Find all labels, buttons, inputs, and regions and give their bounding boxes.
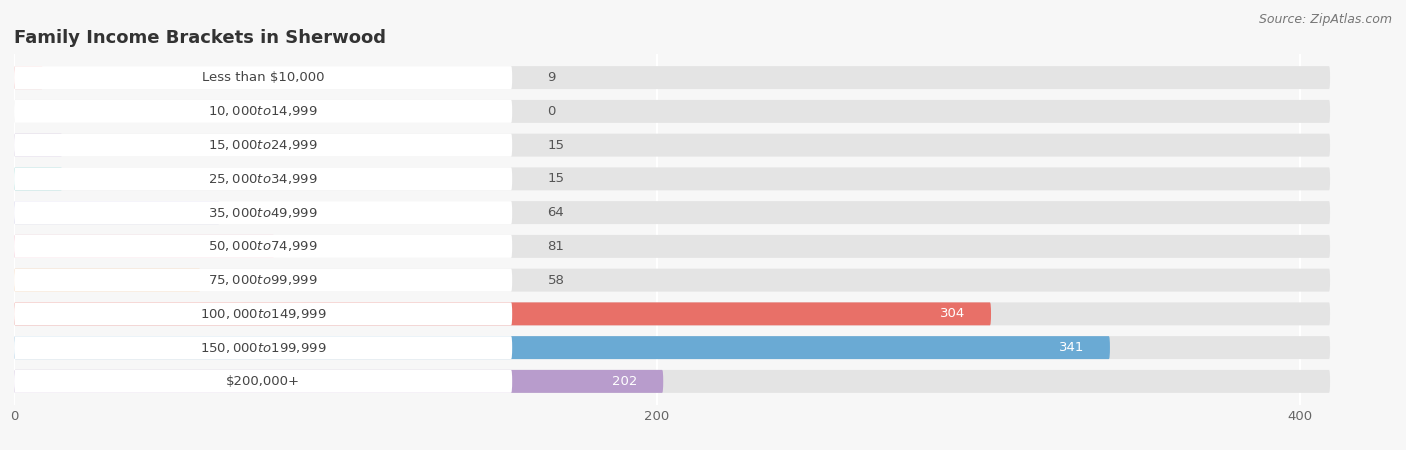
FancyBboxPatch shape xyxy=(14,302,1330,325)
FancyBboxPatch shape xyxy=(14,370,664,393)
FancyBboxPatch shape xyxy=(14,370,1330,393)
Text: 304: 304 xyxy=(941,307,966,320)
Text: 341: 341 xyxy=(1059,341,1084,354)
Text: 202: 202 xyxy=(612,375,637,388)
FancyBboxPatch shape xyxy=(14,66,1330,89)
FancyBboxPatch shape xyxy=(14,336,1109,359)
Text: $35,000 to $49,999: $35,000 to $49,999 xyxy=(208,206,318,220)
FancyBboxPatch shape xyxy=(14,100,1330,123)
FancyBboxPatch shape xyxy=(14,167,1330,190)
Text: 81: 81 xyxy=(547,240,564,253)
FancyBboxPatch shape xyxy=(14,134,62,157)
Text: Source: ZipAtlas.com: Source: ZipAtlas.com xyxy=(1258,14,1392,27)
FancyBboxPatch shape xyxy=(14,167,512,190)
FancyBboxPatch shape xyxy=(14,302,512,325)
Text: Less than $10,000: Less than $10,000 xyxy=(202,71,325,84)
FancyBboxPatch shape xyxy=(14,235,512,258)
Text: 0: 0 xyxy=(547,105,555,118)
FancyBboxPatch shape xyxy=(14,370,512,393)
FancyBboxPatch shape xyxy=(14,302,991,325)
FancyBboxPatch shape xyxy=(14,336,512,359)
FancyBboxPatch shape xyxy=(14,134,1330,157)
Text: $10,000 to $14,999: $10,000 to $14,999 xyxy=(208,104,318,118)
FancyBboxPatch shape xyxy=(14,269,1330,292)
FancyBboxPatch shape xyxy=(14,336,1330,359)
Text: $50,000 to $74,999: $50,000 to $74,999 xyxy=(208,239,318,253)
Text: $25,000 to $34,999: $25,000 to $34,999 xyxy=(208,172,318,186)
Text: $100,000 to $149,999: $100,000 to $149,999 xyxy=(200,307,326,321)
FancyBboxPatch shape xyxy=(14,134,512,157)
Text: $15,000 to $24,999: $15,000 to $24,999 xyxy=(208,138,318,152)
Text: Family Income Brackets in Sherwood: Family Income Brackets in Sherwood xyxy=(14,29,387,47)
Text: 15: 15 xyxy=(547,172,565,185)
Text: $75,000 to $99,999: $75,000 to $99,999 xyxy=(208,273,318,287)
FancyBboxPatch shape xyxy=(14,167,62,190)
FancyBboxPatch shape xyxy=(14,235,274,258)
FancyBboxPatch shape xyxy=(14,235,1330,258)
FancyBboxPatch shape xyxy=(14,269,512,292)
FancyBboxPatch shape xyxy=(14,66,512,89)
FancyBboxPatch shape xyxy=(14,66,44,89)
FancyBboxPatch shape xyxy=(14,201,1330,224)
FancyBboxPatch shape xyxy=(14,201,512,224)
FancyBboxPatch shape xyxy=(14,269,201,292)
Text: 64: 64 xyxy=(547,206,564,219)
FancyBboxPatch shape xyxy=(14,100,512,123)
Text: 15: 15 xyxy=(547,139,565,152)
Text: 9: 9 xyxy=(547,71,555,84)
Text: $150,000 to $199,999: $150,000 to $199,999 xyxy=(200,341,326,355)
FancyBboxPatch shape xyxy=(14,201,219,224)
Text: 58: 58 xyxy=(547,274,564,287)
Text: $200,000+: $200,000+ xyxy=(226,375,299,388)
